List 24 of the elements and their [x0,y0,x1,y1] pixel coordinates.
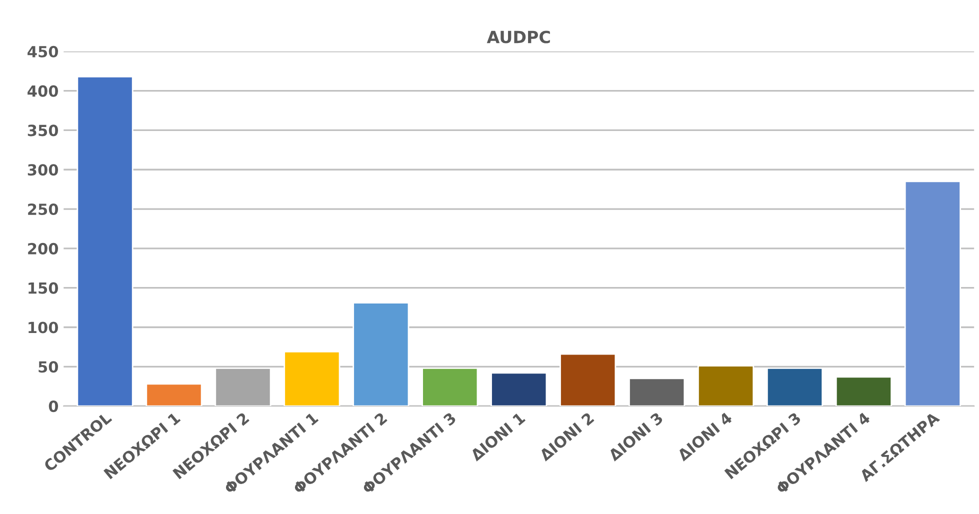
y-tick-label: 200 [28,242,58,254]
y-tick-label: 100 [28,322,58,334]
bar [766,368,824,406]
bar [835,376,892,406]
y-tick-label: 50 [38,361,58,373]
y-tick-label: 0 [48,400,58,412]
bar [352,302,410,406]
bar [146,383,202,406]
y-tick-label: 450 [28,46,58,58]
bar [560,353,616,406]
bar [422,368,478,406]
y-tick-label: 150 [28,282,58,294]
y-tick-label: 250 [28,203,58,216]
y-tick-label: 350 [28,124,58,136]
bar [904,180,962,406]
y-tick-label: 300 [28,164,58,176]
y-tick-label: 400 [28,85,58,97]
bar [214,368,272,406]
bar [284,350,340,406]
bar [698,365,754,406]
bar [628,378,686,406]
bar [490,372,548,406]
bar [76,76,134,406]
chart-title: AUDPC [486,30,550,44]
